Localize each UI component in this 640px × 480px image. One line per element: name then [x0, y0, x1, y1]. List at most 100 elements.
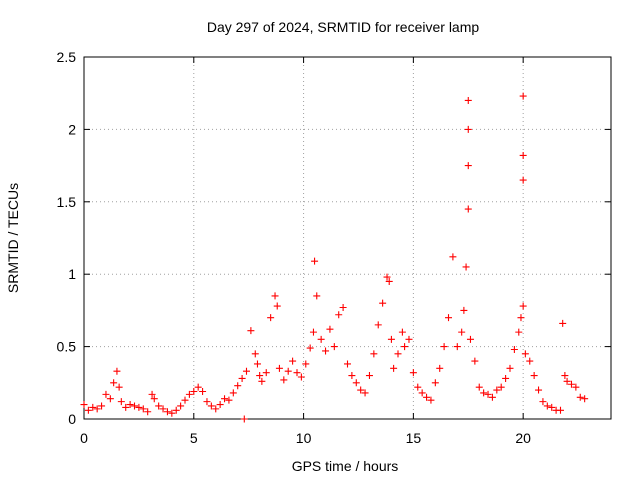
data-point [464, 205, 472, 213]
data-point [484, 390, 492, 398]
data-point [385, 277, 393, 285]
data-point [126, 401, 134, 409]
data-point [344, 360, 351, 368]
data-point [431, 379, 439, 387]
data-point [440, 343, 448, 351]
data-point [122, 403, 130, 411]
data-point [526, 357, 534, 365]
data-point [365, 372, 373, 380]
x-tick-label: 20 [515, 430, 531, 446]
data-point [106, 395, 114, 403]
y-tick-label: 0 [68, 411, 76, 427]
data-point [449, 253, 457, 261]
data-point [253, 360, 261, 368]
data-point [418, 389, 426, 397]
data-point [466, 335, 474, 343]
data-point [462, 263, 470, 271]
data-point [493, 386, 501, 394]
data-point [427, 396, 435, 404]
data-point [379, 299, 387, 307]
y-tick-label: 2.5 [57, 49, 77, 65]
data-point [322, 347, 330, 355]
data-point [535, 386, 543, 394]
data-point [517, 314, 525, 322]
data-point [519, 176, 527, 184]
data-point [464, 125, 472, 133]
data-point [284, 367, 292, 375]
data-point [139, 405, 147, 413]
data-point [460, 306, 468, 314]
data-point [563, 377, 571, 385]
data-point [115, 383, 123, 391]
data-point [409, 369, 417, 377]
data-point [199, 387, 207, 395]
data-point [302, 360, 310, 368]
data-point [172, 406, 180, 414]
data-point [390, 364, 398, 372]
data-point [181, 396, 189, 404]
data-point [567, 380, 575, 388]
data-point [262, 369, 270, 377]
chart-title: Day 297 of 2024, SRMTID for receiver lam… [207, 19, 480, 35]
data-point [374, 321, 382, 329]
data-point [159, 405, 167, 413]
data-point [335, 311, 343, 319]
data-point [293, 369, 301, 377]
x-tick-label: 0 [80, 430, 88, 446]
data-point [394, 350, 402, 358]
data-point [297, 373, 305, 381]
data-point [84, 406, 92, 414]
data-point [251, 350, 259, 358]
data-point [339, 304, 347, 312]
data-point [556, 406, 564, 414]
data-point [240, 415, 248, 423]
y-tick-label: 1.5 [57, 194, 77, 210]
data-point [423, 393, 431, 401]
data-point [387, 335, 395, 343]
data-point [398, 328, 406, 336]
data-point [234, 382, 242, 390]
data-point [488, 393, 496, 401]
axis-ticks: 0 5 10 15 20 0 0.5 1 1.5 2 2.5 [57, 49, 611, 446]
data-point [464, 162, 472, 170]
data-point [163, 408, 171, 416]
data-point [543, 402, 551, 410]
data-point [361, 389, 369, 397]
data-point [131, 402, 139, 410]
data-point [519, 92, 527, 100]
y-tick-label: 0.5 [57, 339, 77, 355]
data-point [414, 383, 422, 391]
data-point [436, 364, 444, 372]
data-point [185, 390, 193, 398]
data-point [475, 383, 483, 391]
data-point [242, 367, 250, 375]
data-point [326, 325, 334, 333]
data-point [572, 383, 580, 391]
data-point [311, 257, 319, 265]
data-point [110, 379, 118, 387]
data-point [144, 408, 152, 416]
data-point [135, 403, 143, 411]
data-point [80, 401, 88, 409]
data-point [497, 383, 505, 391]
data-point [194, 383, 202, 391]
data-point [510, 345, 518, 353]
x-axis-label: GPS time / hours [292, 458, 399, 474]
data-point [445, 314, 453, 322]
data-point [271, 292, 279, 300]
data-point [521, 350, 529, 358]
data-point [207, 402, 215, 410]
data-point [102, 390, 110, 398]
grid [84, 57, 611, 419]
data-point [401, 343, 409, 351]
data-point [348, 372, 356, 380]
data-point [330, 343, 338, 351]
data-point [480, 389, 488, 397]
data-point [548, 403, 556, 411]
data-point [247, 327, 255, 335]
data-point [383, 273, 391, 281]
data-point [113, 367, 121, 375]
data-point [148, 390, 156, 398]
data-point [177, 402, 185, 410]
data-point [275, 364, 283, 372]
